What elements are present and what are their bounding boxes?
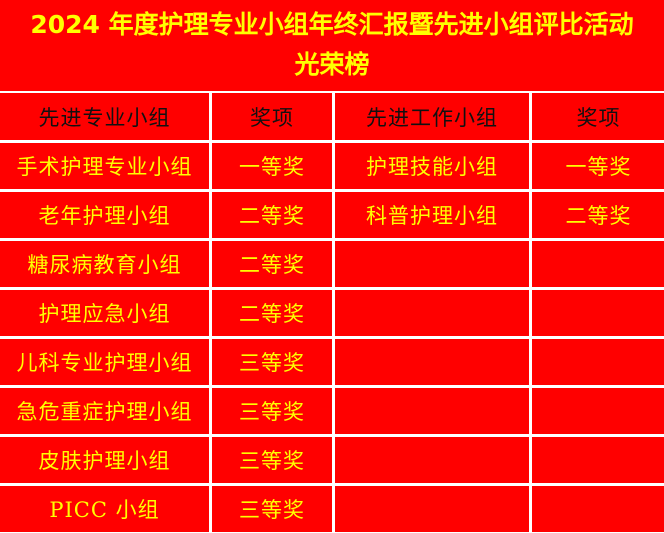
award-cell: 二等奖 bbox=[532, 192, 664, 238]
award-cell: 二等奖 bbox=[212, 241, 332, 287]
award-cell bbox=[532, 388, 664, 434]
group-name-cell: 手术护理专业小组 bbox=[0, 143, 209, 189]
award-cell: 三等奖 bbox=[212, 437, 332, 483]
group-name-cell: 儿科专业护理小组 bbox=[0, 339, 209, 385]
award-cell: 三等奖 bbox=[212, 388, 332, 434]
group-name-cell bbox=[335, 486, 529, 532]
group-name-cell: 护理应急小组 bbox=[0, 290, 209, 336]
group-name-cell bbox=[335, 241, 529, 287]
group-name-cell bbox=[335, 437, 529, 483]
group-name-cell: 老年护理小组 bbox=[0, 192, 209, 238]
group-name-cell: 科普护理小组 bbox=[335, 192, 529, 238]
page-title: 2024 年度护理专业小组年终汇报暨先进小组评比活动 光荣榜 bbox=[0, 0, 664, 91]
column-header: 奖项 bbox=[212, 93, 332, 140]
group-name-cell: 护理技能小组 bbox=[335, 143, 529, 189]
group-name-cell bbox=[335, 339, 529, 385]
award-cell bbox=[532, 486, 664, 532]
award-cell bbox=[532, 437, 664, 483]
column-header: 先进专业小组 bbox=[0, 93, 209, 140]
award-cell: 一等奖 bbox=[532, 143, 664, 189]
column-header: 先进工作小组 bbox=[335, 93, 529, 140]
award-cell bbox=[532, 241, 664, 287]
award-cell bbox=[532, 339, 664, 385]
group-name-cell: 急危重症护理小组 bbox=[0, 388, 209, 434]
award-cell: 二等奖 bbox=[212, 290, 332, 336]
column-header: 奖项 bbox=[532, 93, 664, 140]
award-cell: 二等奖 bbox=[212, 192, 332, 238]
group-name-cell bbox=[335, 388, 529, 434]
honor-table: 先进专业小组 奖项 先进工作小组 奖项 手术护理专业小组 一等奖 护理技能小组 一等奖 老年护理… bbox=[0, 91, 664, 533]
award-cell: 一等奖 bbox=[212, 143, 332, 189]
title-line-2: 光荣榜 bbox=[294, 50, 370, 79]
title-line-1: 2024 年度护理专业小组年终汇报暨先进小组评比活动 bbox=[30, 10, 634, 39]
group-name-cell: 糖尿病教育小组 bbox=[0, 241, 209, 287]
group-name-cell bbox=[335, 290, 529, 336]
award-cell bbox=[532, 290, 664, 336]
group-name-cell: 皮肤护理小组 bbox=[0, 437, 209, 483]
group-name-cell: PICC 小组 bbox=[0, 486, 209, 532]
award-cell: 三等奖 bbox=[212, 339, 332, 385]
award-cell: 三等奖 bbox=[212, 486, 332, 532]
